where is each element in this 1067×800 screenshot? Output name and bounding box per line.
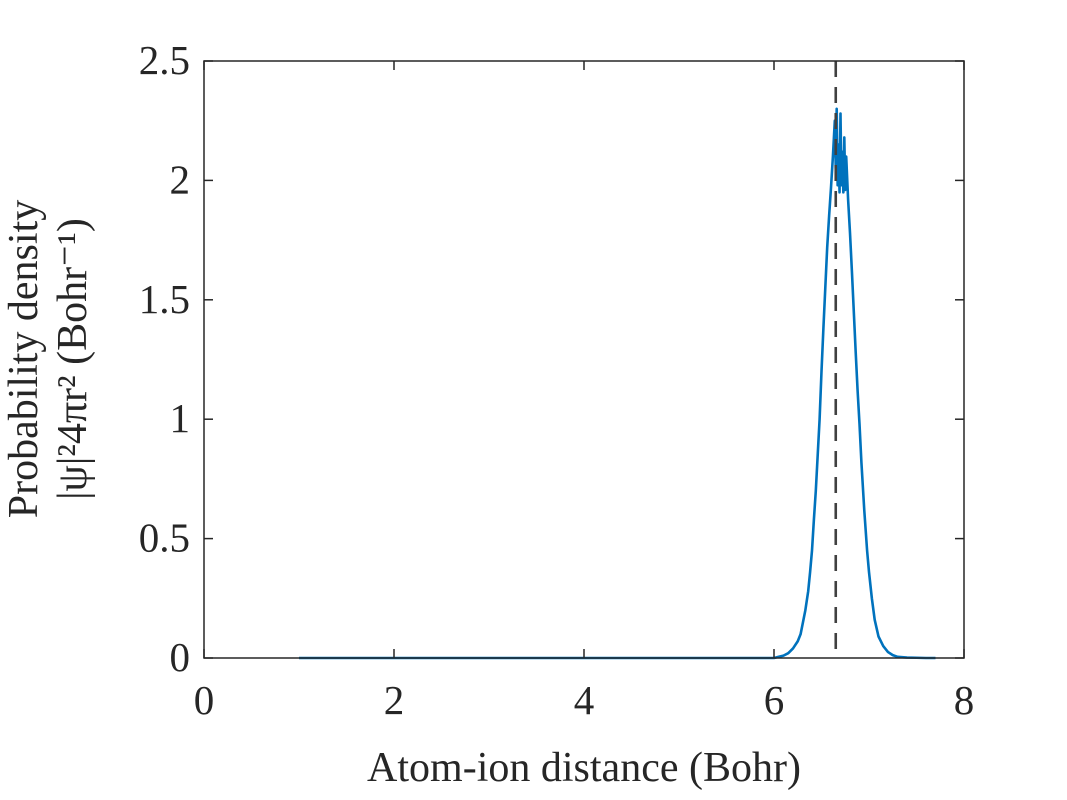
x-tick-label-1: 2 bbox=[384, 677, 405, 723]
x-tick-label-0: 0 bbox=[194, 677, 215, 723]
y-tick-label-3: 1.5 bbox=[139, 276, 190, 322]
series-line-0 bbox=[299, 107, 936, 660]
chart-marks bbox=[299, 61, 936, 660]
y-tick-label-0: 0 bbox=[170, 634, 191, 680]
y-tick-label-2: 1 bbox=[170, 395, 191, 441]
x-axis-label: Atom-ion distance (Bohr) bbox=[367, 745, 801, 791]
y-tick-label-5: 2.5 bbox=[139, 37, 190, 83]
chart-ticks: 0 2 4 6 8 0 0.5 1 1.5 2 2.5 bbox=[139, 37, 975, 723]
x-tick-label-3: 6 bbox=[764, 677, 785, 723]
y-tick-label-1: 0.5 bbox=[139, 515, 190, 561]
x-tick-label-2: 4 bbox=[574, 677, 595, 723]
x-tick-label-4: 8 bbox=[954, 677, 975, 723]
y-tick-label-4: 2 bbox=[170, 156, 191, 202]
y-axis-label-line2: |ψ|²4πr² (Bohr⁻¹) bbox=[50, 218, 96, 500]
plot-area bbox=[204, 61, 964, 658]
y-axis-label-line1: Probability density bbox=[1, 200, 47, 519]
